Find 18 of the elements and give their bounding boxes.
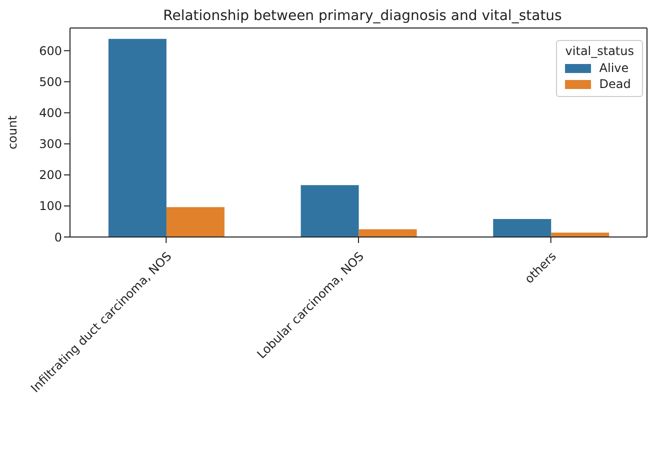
legend-label: Dead: [599, 77, 631, 91]
y-tick-label: 400: [39, 106, 62, 120]
y-axis-title: count: [5, 115, 20, 150]
bar: [300, 185, 359, 237]
chart-title: Relationship between primary_diagnosis and vital_status: [162, 8, 563, 24]
y-tick-label: 100: [39, 199, 62, 214]
y-tick-label: 200: [39, 168, 62, 182]
bar: [108, 38, 166, 237]
y-tick-label: 600: [39, 44, 62, 58]
y-tick-label: 500: [39, 74, 62, 89]
bar: [358, 229, 417, 237]
legend-label: Alive: [599, 61, 629, 75]
y-tick-label: 0: [54, 230, 62, 244]
bar: [166, 207, 224, 237]
bar: [493, 218, 552, 237]
y-tick-label: 300: [39, 137, 62, 152]
legend-title: vital_status: [565, 44, 634, 58]
bar: [551, 232, 610, 237]
